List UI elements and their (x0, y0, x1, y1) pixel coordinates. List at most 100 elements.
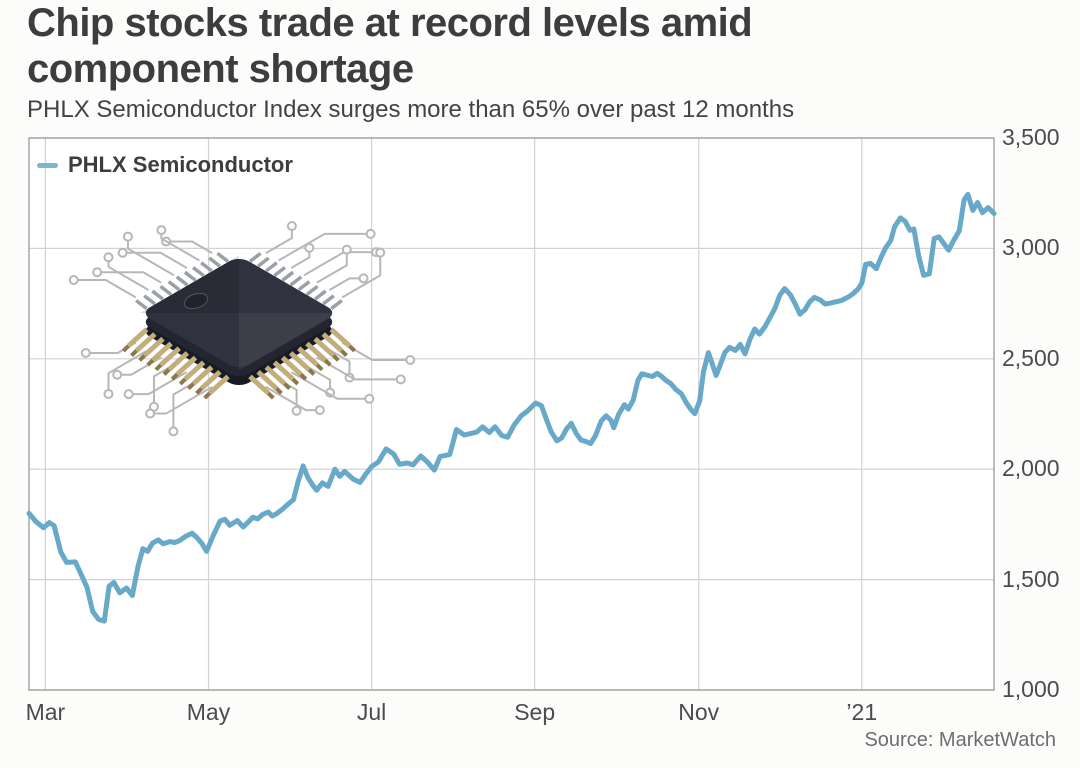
chip-pin (281, 270, 295, 282)
circuit-via (291, 405, 302, 416)
chip-pin-tip (170, 372, 179, 381)
chip-pin-tip (195, 387, 203, 395)
circuit-via (103, 252, 114, 263)
circuit-via (358, 273, 369, 284)
circuit-via (395, 374, 406, 385)
circuit-via (145, 408, 156, 419)
line-series-swatch-icon (37, 162, 58, 168)
y-axis-label: 3,000 (1002, 234, 1060, 261)
chip-pin (297, 346, 319, 367)
chip-pin-tip (146, 358, 155, 367)
chip-pin (191, 266, 205, 278)
chip-pin (305, 284, 319, 296)
circuit-via (92, 267, 103, 278)
chip-pin-tip (299, 372, 308, 381)
chip-pin (151, 341, 173, 363)
circuit-trace (150, 386, 213, 415)
chip-pin-tip (266, 391, 275, 400)
chip-pin (183, 360, 206, 381)
circuit-via (375, 247, 386, 258)
chip-pin (159, 284, 173, 296)
chip-pin (288, 351, 311, 372)
chip-pin (264, 365, 287, 386)
chip-pin-tip (162, 368, 171, 376)
chip-pin-tip (154, 363, 163, 372)
chip-pin-tip (203, 391, 212, 400)
circuit-trace (278, 232, 371, 262)
circuit-via (314, 405, 325, 416)
circuit-trace (107, 349, 149, 394)
circuit-trace (316, 249, 348, 284)
chip-pin-tip (121, 344, 130, 353)
plot-area (29, 138, 994, 690)
microchip-illustration-icon (68, 221, 416, 437)
chip-pin (191, 365, 214, 386)
plot-frame (28, 137, 995, 691)
circuit-via (123, 389, 134, 400)
chip-pin (207, 374, 230, 396)
chip-pin (175, 355, 198, 377)
circuit-trace (97, 271, 162, 284)
chip-pin (143, 294, 156, 306)
chip-pin (167, 280, 181, 292)
circuit-via (103, 388, 114, 399)
page-title: Chip stocks trade at record levels amid … (27, 0, 1057, 92)
chart-legend: PHLX Semiconductor (37, 152, 293, 178)
chip-pin (330, 299, 343, 311)
y-axis-label: 1,000 (1002, 676, 1060, 702)
chip-pin-tip (187, 382, 195, 391)
chip-pin (248, 374, 271, 396)
chip-body (145, 258, 333, 368)
chip-pin (175, 275, 189, 287)
chip-face-shade (140, 255, 239, 313)
source-label: Source: MarketWatch (864, 729, 1056, 751)
circuit-via (112, 369, 123, 380)
x-axis-label: Mar (25, 699, 66, 725)
chip-pin (199, 369, 222, 391)
y-axis-label: 3,500 (1002, 124, 1060, 150)
chip-pin (257, 256, 270, 268)
chip-pin (151, 289, 165, 301)
x-axis-label: May (186, 699, 231, 725)
chip-pin-tip (331, 354, 340, 362)
x-axis-label: Jul (356, 699, 387, 725)
circuit-trace (329, 349, 351, 378)
y-axis-label: 1,500 (1002, 565, 1060, 592)
circuit-trace (341, 252, 382, 299)
circuit-via (365, 228, 376, 239)
page-title-line2: component shortage (27, 47, 414, 91)
phlx-semiconductor-line (26, 191, 997, 624)
chip-pin (272, 360, 295, 381)
circuit-via (286, 221, 297, 232)
chip-pin-tip (178, 377, 187, 386)
circuit-via (68, 275, 79, 286)
page-title-line1: Chip stocks trade at record levels amid (27, 1, 753, 45)
chip-pin-tip (283, 382, 291, 391)
chip-pin-tip (130, 349, 138, 358)
circuit-via (156, 225, 167, 236)
chip-pin-tip (275, 387, 283, 395)
legend-label: PHLX Semiconductor (68, 152, 293, 177)
chip-face-sheen (239, 313, 338, 371)
x-axis-label: ’21 (846, 699, 878, 725)
y-axis-label: 2,500 (1002, 344, 1060, 371)
chip-pin (265, 261, 278, 273)
chip-pin (126, 327, 149, 348)
chip-pin (322, 294, 335, 306)
chip-pin-tip (291, 377, 300, 386)
chip-pin (256, 369, 279, 391)
chip-pin (313, 336, 336, 358)
chip-pin (289, 275, 303, 287)
chip-pin1-dot (183, 292, 209, 310)
chip-pin-tip (138, 354, 147, 362)
chip-pin-tip (340, 349, 348, 358)
y-axis-label: 2,000 (1002, 455, 1060, 482)
chip-pin (142, 336, 165, 358)
chip-pin-tip (315, 363, 324, 372)
circuit-via (117, 247, 128, 258)
chip-pin (159, 346, 181, 367)
chip-pin (273, 266, 287, 278)
chip-pin (216, 251, 230, 263)
